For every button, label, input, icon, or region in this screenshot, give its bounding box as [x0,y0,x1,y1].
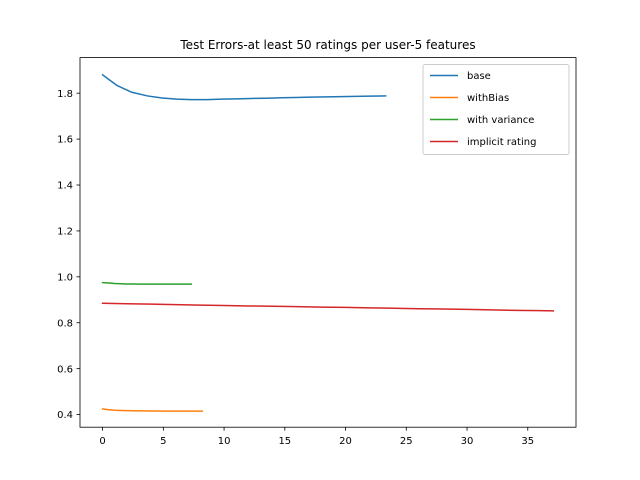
x-tick-label-3: 15 [278,436,291,447]
legend-label-1: withBias [467,93,509,104]
y-axis: 0.4 0.6 0.8 1.0 1.2 1.4 1.6 1.8 [57,89,80,421]
x-tick-label-1: 5 [160,436,166,447]
series-line-2 [101,281,193,285]
x-tick-label-2: 10 [218,436,231,447]
x-tick-label-5: 25 [400,436,413,447]
y-tick-label-4: 1.2 [57,227,73,238]
legend: base withBias with variance implicit rating [422,64,570,155]
legend-label-0: base [467,71,491,82]
y-tick-label-1: 0.6 [57,364,73,375]
x-tick-label-0: 0 [99,436,105,447]
plot-frame [79,57,577,428]
legend-box [422,64,570,155]
plot-lines [101,73,555,412]
legend-label-3: implicit rating [467,137,536,148]
chart-title: Test Errors-at least 50 ratings per user… [179,38,475,52]
series-line-0 [101,73,387,101]
x-axis: 0 5 10 15 20 25 30 35 [99,427,534,447]
y-tick-label-2: 0.8 [57,318,73,329]
y-tick-label-7: 1.8 [57,89,73,100]
series-line-1 [101,407,203,412]
y-tick-label-6: 1.6 [57,135,73,146]
y-tick-label-5: 1.4 [57,181,73,192]
series-line-3 [101,302,555,312]
x-tick-label-4: 20 [339,436,352,447]
y-tick-label-0: 0.4 [57,410,73,421]
x-tick-label-7: 35 [521,436,534,447]
legend-label-2: with variance [467,115,534,126]
y-tick-label-3: 1.0 [57,272,73,283]
x-tick-label-6: 30 [461,436,474,447]
